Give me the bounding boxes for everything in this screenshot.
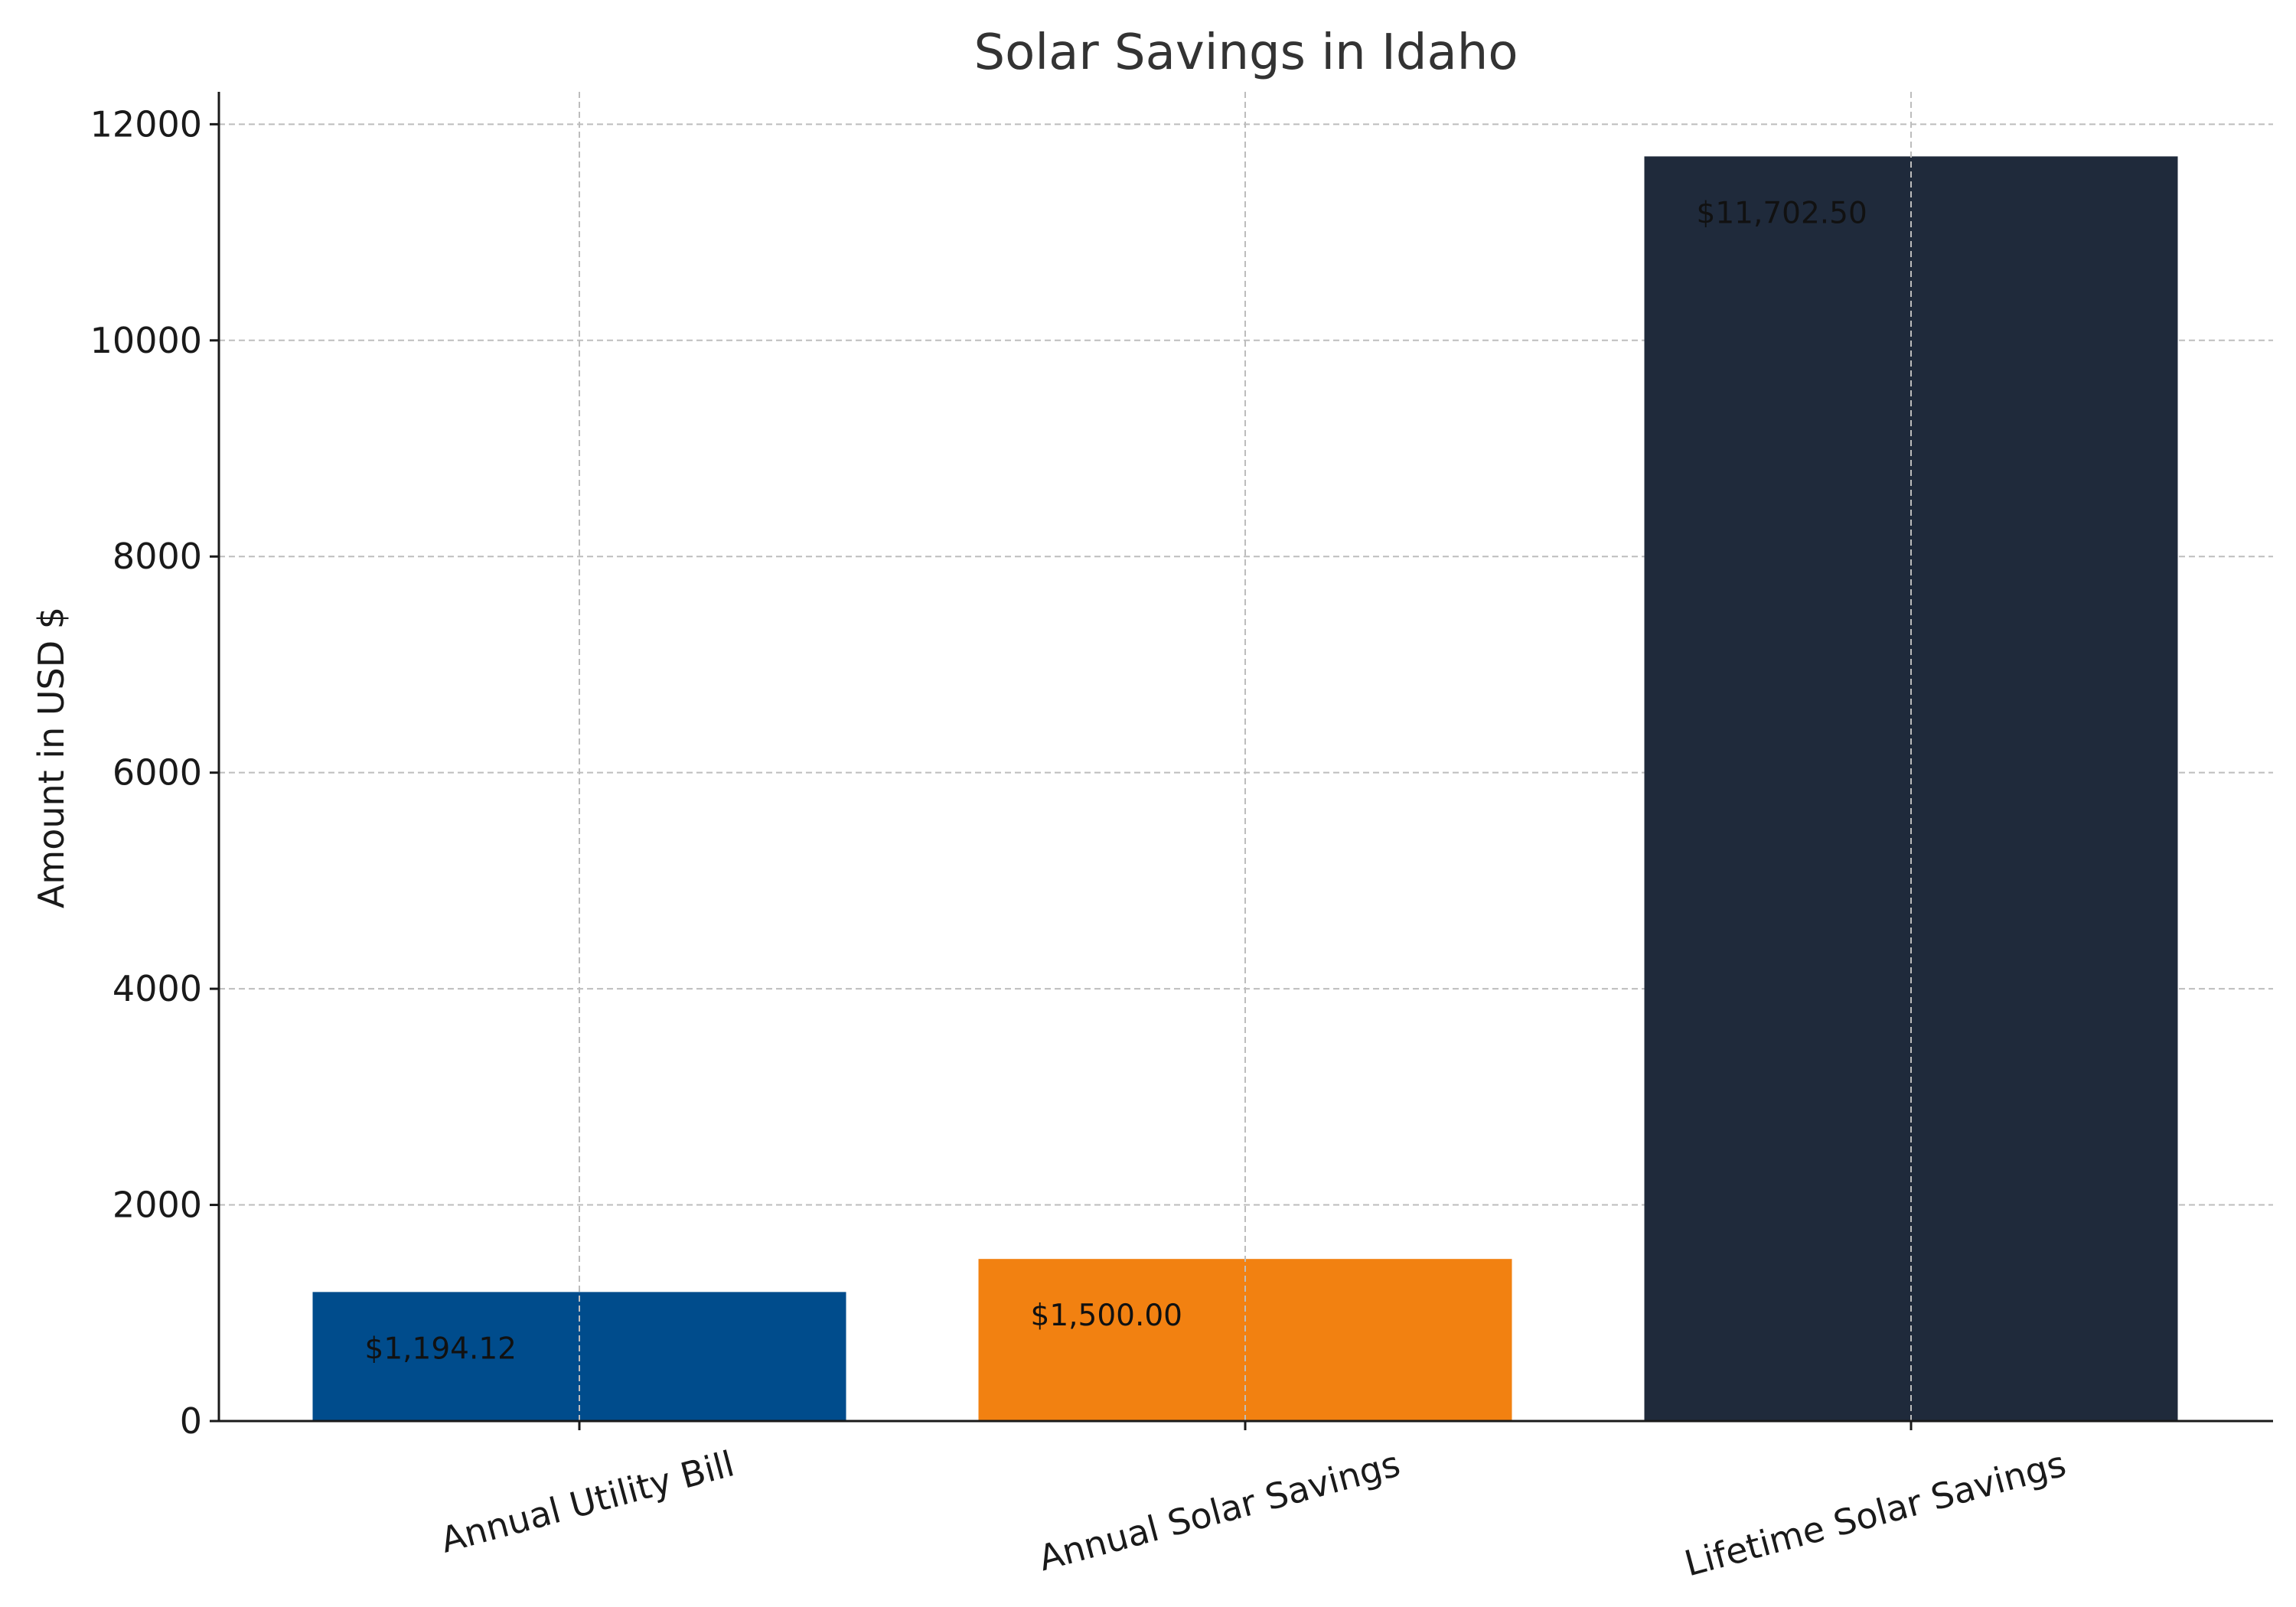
y-tick-label: 12000: [90, 103, 202, 145]
y-axis-label: Amount in USD $: [31, 607, 72, 908]
chart-title: Solar Savings in Idaho: [974, 24, 1518, 81]
y-tick-label: 2000: [113, 1185, 202, 1226]
data-label: $1,194.12: [365, 1332, 517, 1366]
y-tick-label: 10000: [90, 320, 202, 361]
axes: [210, 92, 2273, 1430]
x-tick-label: Annual Utility Bill: [436, 1442, 739, 1560]
y-tick-label: 6000: [113, 752, 202, 794]
y-tick-label: 8000: [113, 536, 202, 577]
y-tick-label: 4000: [113, 968, 202, 1009]
x-tick-label: Lifetime Solar Savings: [1680, 1442, 2070, 1584]
y-tick-label: 0: [180, 1400, 202, 1442]
x-tick-label: Annual Solar Savings: [1034, 1442, 1404, 1579]
data-label: $1,500.00: [1031, 1299, 1183, 1333]
data-label: $11,702.50: [1697, 196, 1867, 230]
